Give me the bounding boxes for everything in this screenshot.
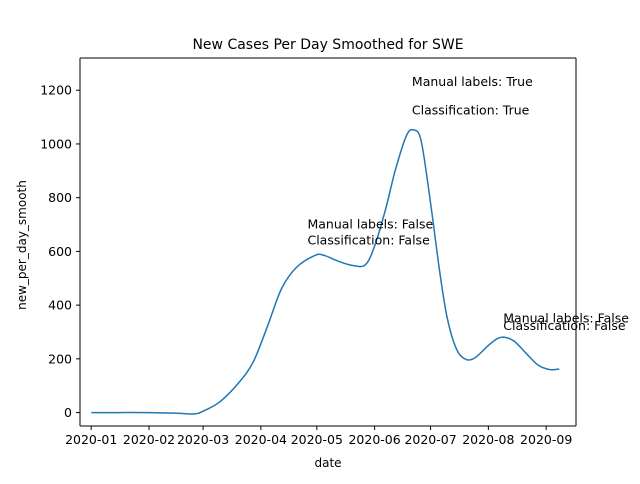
y-tick-label: 800: [48, 190, 72, 205]
x-tick-label: 2020-08: [462, 432, 514, 447]
y-tick-label: 1000: [40, 136, 72, 151]
y-tick-label: 0: [64, 405, 72, 420]
series-line-0: [91, 128, 560, 415]
annotation-4: Manual labels: False: [503, 311, 629, 326]
annotation-1: Classification: False: [307, 233, 430, 248]
x-tick-label: 2020-06: [348, 432, 400, 447]
x-tick-label: 2020-05: [291, 432, 343, 447]
y-tick-label: 600: [48, 244, 72, 259]
x-tick-label: 2020-07: [404, 432, 456, 447]
x-axis-label: date: [314, 456, 341, 470]
annotation-0: Manual labels: False: [307, 217, 433, 232]
annotation-2: Manual labels: True: [412, 74, 533, 89]
x-tick-label: 2020-02: [123, 432, 175, 447]
y-tick-label: 400: [48, 298, 72, 313]
x-tick-label: 2020-01: [65, 432, 117, 447]
series-layer: [91, 128, 560, 415]
chart-title: New Cases Per Day Smoothed for SWE: [192, 37, 463, 53]
x-tick-label: 2020-03: [177, 432, 229, 447]
annotation-3: Classification: True: [412, 102, 530, 117]
y-tick-label: 200: [48, 351, 72, 366]
y-axis-label: new_per_day_smooth: [15, 180, 29, 310]
y-tick-label: 1200: [40, 83, 72, 98]
annotation-5: Classification: False: [503, 318, 626, 333]
x-tick-label: 2020-09: [520, 432, 572, 447]
x-tick-label: 2020-04: [235, 432, 287, 447]
